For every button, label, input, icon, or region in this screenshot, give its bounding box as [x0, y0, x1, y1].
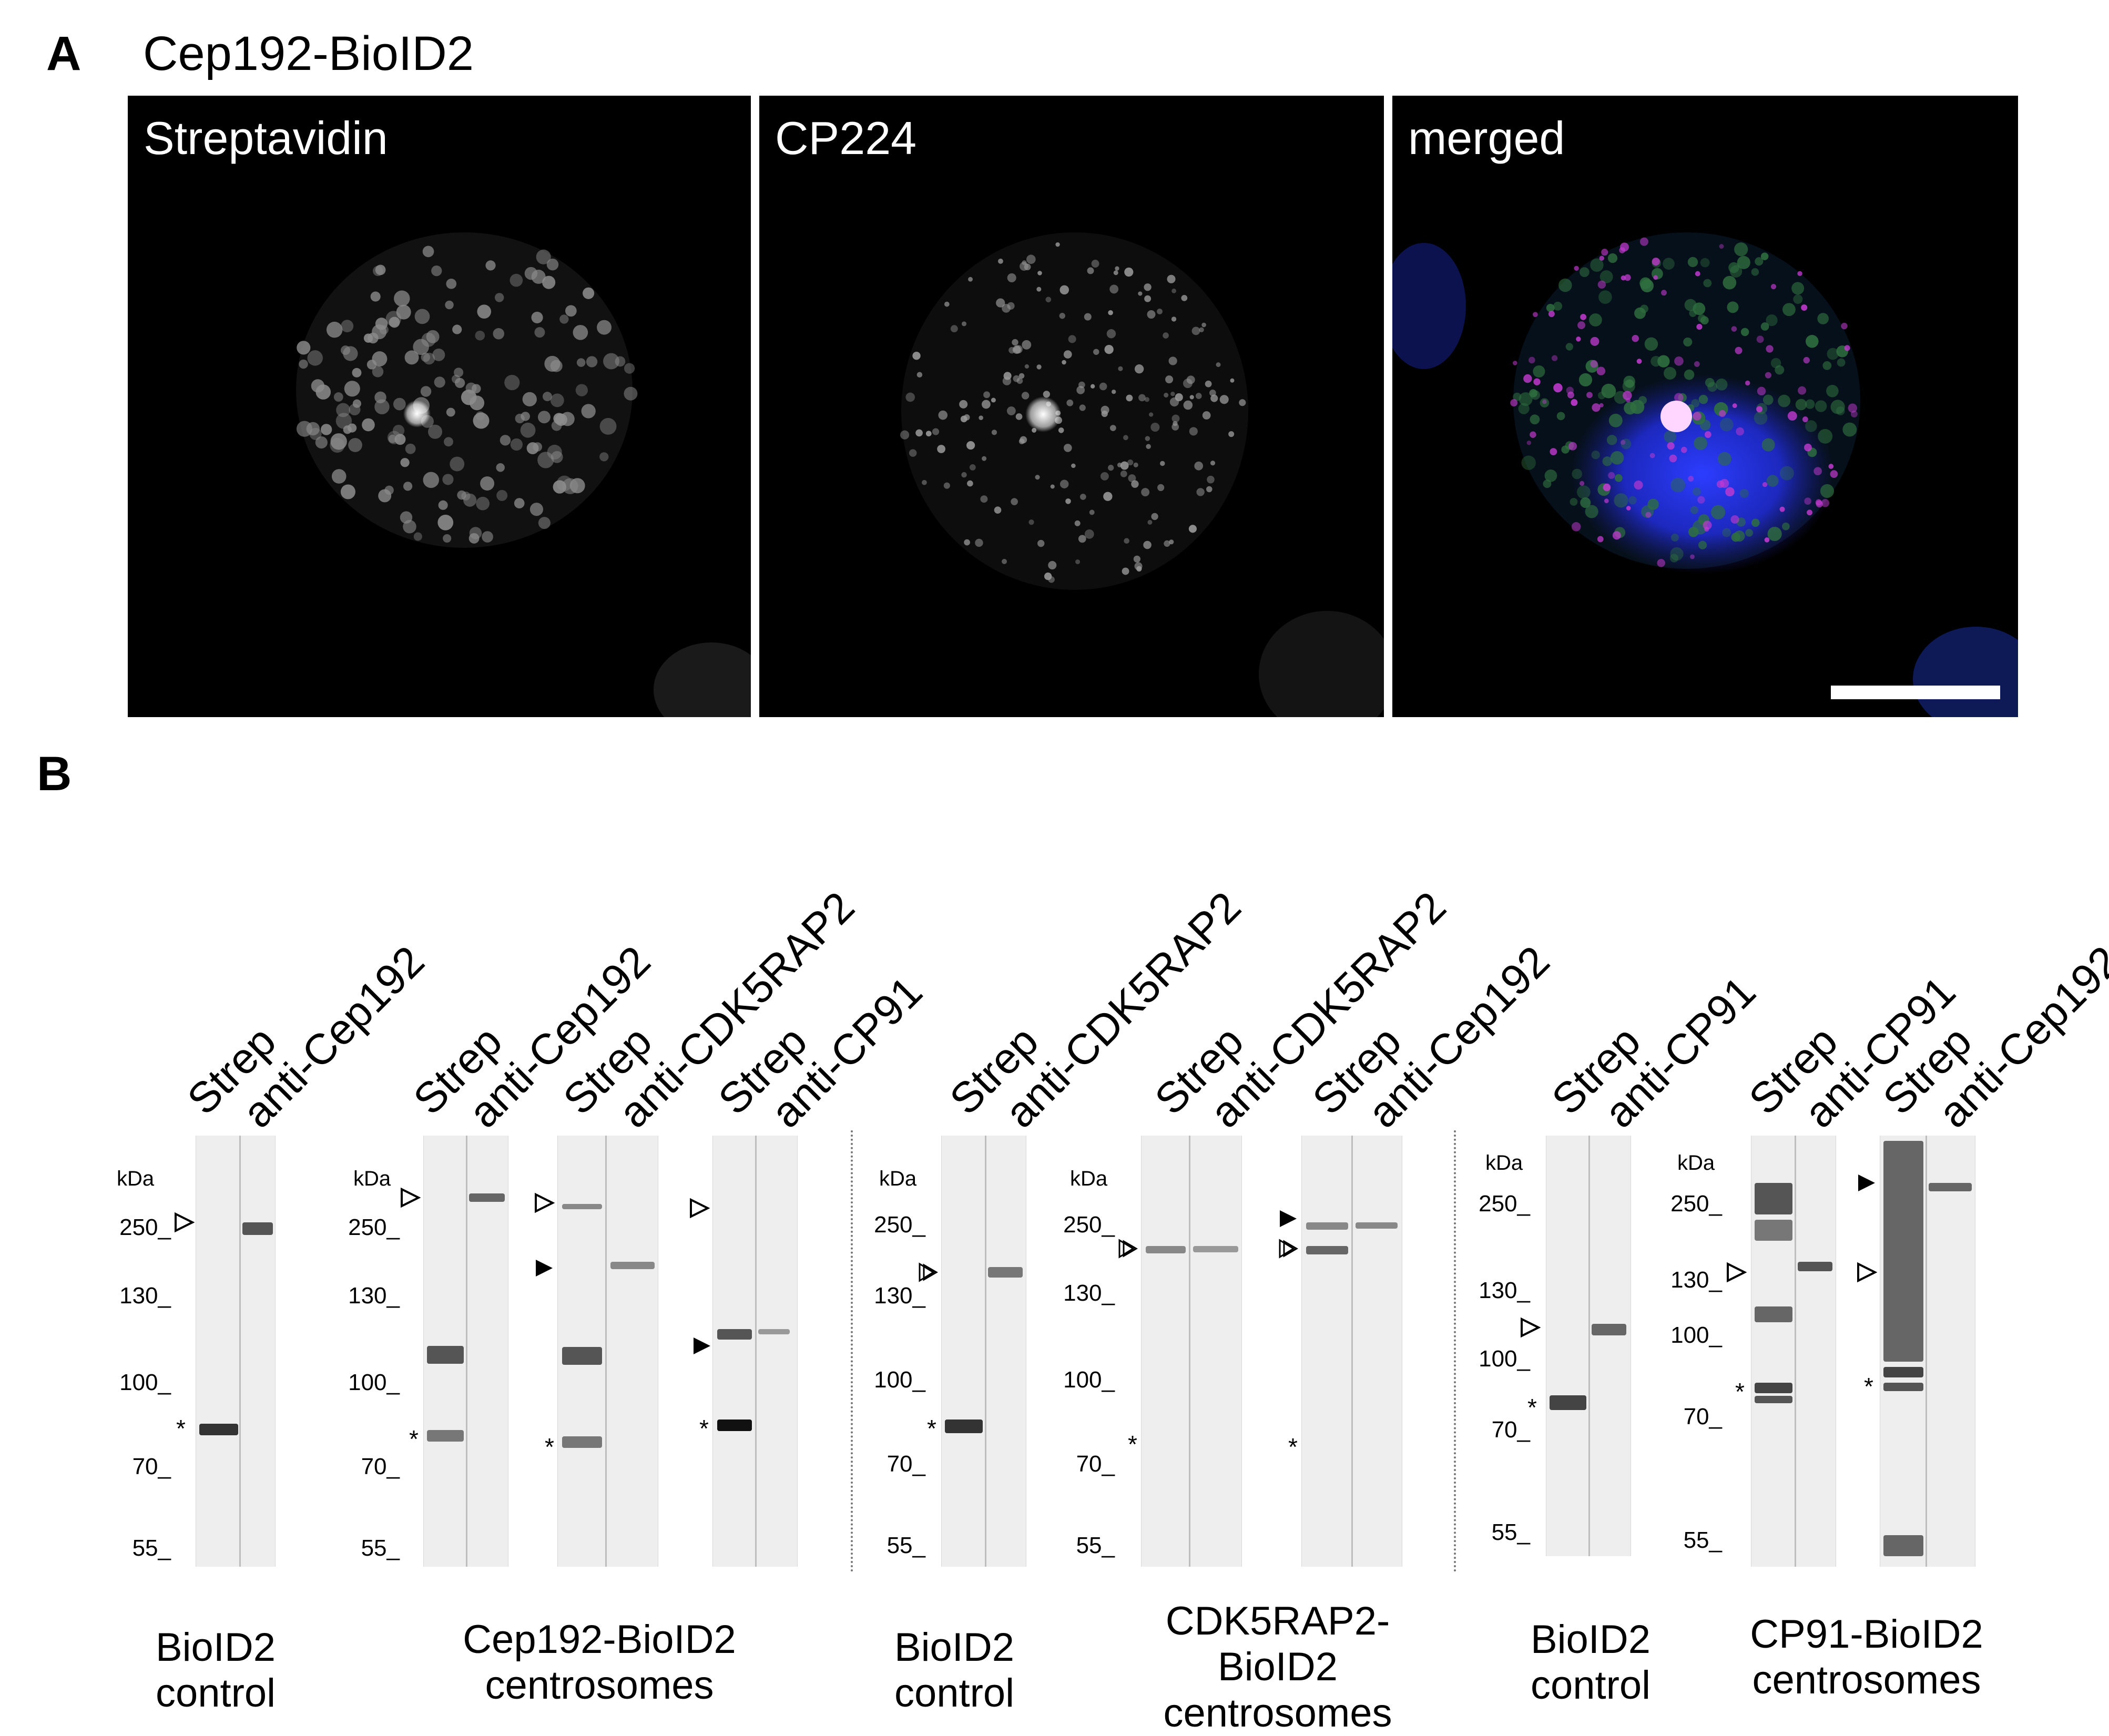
mw-marker-130: 130_ — [874, 1283, 925, 1309]
asterisk: * — [1128, 1431, 1137, 1458]
double-arrowhead-icon — [919, 1262, 938, 1282]
mw-marker-250: 250_ — [119, 1214, 171, 1240]
mw-marker-70: 70_ — [132, 1454, 171, 1479]
open-arrowhead-icon — [1857, 1262, 1877, 1283]
panel-a-letter: A — [46, 27, 81, 80]
group-label-cep192-centrosomes: Cep192-BioID2 centrosomes — [463, 1617, 736, 1708]
mw-marker-70: 70_ — [887, 1451, 925, 1477]
merged-label: merged — [1408, 112, 1565, 164]
mw-marker-70: 70_ — [1076, 1451, 1115, 1477]
scale-bar — [1831, 686, 2000, 699]
kda-label: kDa — [879, 1167, 917, 1190]
mw-marker-55: 55_ — [1683, 1527, 1722, 1553]
group-label-bioid2-control: BioID2 control — [155, 1625, 276, 1716]
mw-marker-100: 100_ — [119, 1370, 171, 1395]
open-arrowhead-icon — [1727, 1262, 1747, 1283]
mw-marker-250: 250_ — [1670, 1191, 1722, 1217]
mw-marker-130: 130_ — [1670, 1267, 1722, 1293]
group-label-bioid2-control: BioID2 control — [894, 1625, 1015, 1716]
streptavidin-label: Streptavidin — [144, 112, 388, 164]
mw-marker-55: 55_ — [132, 1535, 171, 1561]
mw-marker-130: 130_ — [1063, 1280, 1115, 1306]
mw-marker-70: 70_ — [1491, 1417, 1530, 1443]
cp224-cell-graphic — [900, 232, 1384, 717]
asterisk: * — [699, 1415, 709, 1442]
blot-strip — [196, 1136, 276, 1567]
open-arrowhead-icon — [175, 1212, 195, 1233]
filled-arrowhead-icon — [694, 1337, 710, 1354]
filled-arrowhead-icon — [536, 1260, 553, 1277]
cp224-label: CP224 — [775, 112, 917, 164]
mw-marker-250: 250_ — [348, 1214, 400, 1240]
blot-strip — [712, 1136, 798, 1567]
mw-marker-130: 130_ — [1479, 1278, 1530, 1303]
mw-marker-55: 55_ — [1076, 1533, 1115, 1558]
merged-cell-graphic — [1392, 232, 2018, 717]
blot-strip — [1880, 1136, 1975, 1567]
streptavidin-image: Streptavidin — [128, 96, 751, 717]
blot-strip — [1751, 1136, 1836, 1567]
mw-marker-100: 100_ — [1063, 1367, 1115, 1393]
asterisk: * — [176, 1415, 186, 1442]
blot-strip — [941, 1136, 1026, 1567]
mw-marker-250: 250_ — [1063, 1212, 1115, 1238]
asterisk: * — [1735, 1378, 1745, 1405]
double-arrowhead-icon — [1118, 1239, 1138, 1259]
kda-label: kDa — [353, 1167, 391, 1190]
group-divider — [851, 1130, 853, 1572]
panel-a-title: Cep192-BioID2 — [143, 27, 474, 80]
group-divider — [1454, 1130, 1456, 1572]
blot-strip — [1141, 1136, 1242, 1567]
mw-marker-130: 130_ — [348, 1283, 400, 1309]
kda-label: kDa — [117, 1167, 155, 1190]
mw-marker-55: 55_ — [887, 1533, 925, 1558]
blot-strip — [423, 1136, 508, 1567]
group-label-bioid2-control: BioID2 control — [1530, 1617, 1651, 1708]
blot-strip — [1546, 1136, 1631, 1556]
open-arrowhead-icon — [690, 1198, 710, 1219]
group-label-cdk5rap2-centrosomes: CDK5RAP2- BioID2 centrosomes — [1163, 1599, 1392, 1735]
asterisk: * — [409, 1425, 419, 1453]
mw-marker-130: 130_ — [119, 1283, 171, 1309]
filled-arrowhead-icon — [1858, 1175, 1875, 1191]
mw-marker-100: 100_ — [1670, 1322, 1722, 1348]
asterisk: * — [1864, 1373, 1873, 1400]
mw-marker-100: 100_ — [874, 1367, 925, 1393]
mw-marker-250: 250_ — [1479, 1191, 1530, 1217]
asterisk: * — [1288, 1433, 1298, 1461]
merged-image: merged — [1392, 96, 2018, 717]
open-arrowhead-icon — [535, 1192, 555, 1213]
mw-marker-55: 55_ — [1491, 1519, 1530, 1545]
mw-marker-70: 70_ — [1683, 1404, 1722, 1429]
double-arrowhead-icon — [1279, 1239, 1298, 1259]
kda-label: kDa — [1677, 1151, 1715, 1175]
asterisk: * — [545, 1433, 554, 1461]
asterisk: * — [927, 1415, 936, 1442]
asterisk: * — [1527, 1394, 1537, 1421]
mw-marker-100: 100_ — [1479, 1346, 1530, 1372]
kda-label: kDa — [1070, 1167, 1108, 1190]
open-arrowhead-icon — [401, 1187, 421, 1208]
filled-arrowhead-icon — [1280, 1210, 1297, 1227]
streptavidin-cell-graphic — [296, 232, 751, 717]
panel-b-letter: B — [37, 747, 72, 801]
blot-strip — [1301, 1136, 1402, 1567]
mw-marker-100: 100_ — [348, 1370, 400, 1395]
mw-marker-250: 250_ — [874, 1212, 925, 1238]
kda-label: kDa — [1485, 1151, 1523, 1175]
group-label-cp91-centrosomes: CP91-BioID2 centrosomes — [1750, 1612, 1983, 1703]
open-arrowhead-icon — [1521, 1317, 1541, 1338]
mw-marker-55: 55_ — [361, 1535, 400, 1561]
cp224-image: CP224 — [759, 96, 1384, 717]
mw-marker-70: 70_ — [361, 1454, 400, 1479]
blot-strip — [557, 1136, 658, 1567]
